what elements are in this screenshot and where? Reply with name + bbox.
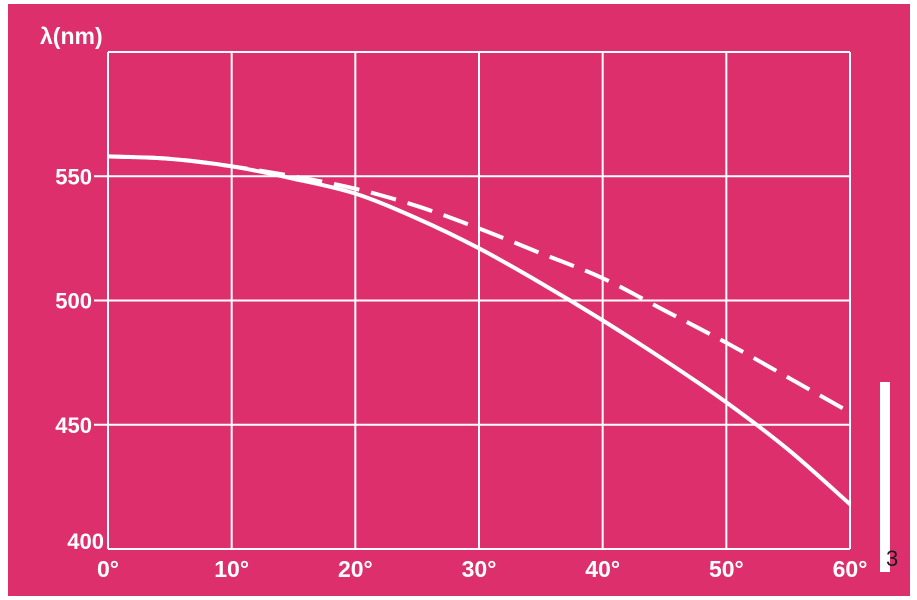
chart-panel: 0° 10° 20° 30° 40° 50° 60° 400 450 500 550 λ(nm): [8, 4, 910, 596]
dashed-series-line: [107, 154, 851, 415]
line-chart: 0° 10° 20° 30° 40° 50° 60° 400 450 500 550 λ(nm): [8, 4, 910, 596]
tick-labels: 0° 10° 20° 30° 40° 50° 60° 400 450 500 550: [55, 164, 867, 582]
y-tick-label: 400: [67, 529, 104, 554]
y-tick-label: 550: [55, 164, 92, 189]
x-tick-label: 10°: [214, 556, 249, 582]
x-tick-label: 30°: [462, 556, 497, 582]
series-group: [107, 154, 852, 506]
side-marker-bar: [880, 382, 890, 572]
x-tick-label: 40°: [585, 556, 620, 582]
side-figure-number: 3: [886, 546, 899, 571]
x-tick-label: 0°: [97, 556, 119, 582]
x-tick-label: 50°: [709, 556, 744, 582]
x-tick-label: 60°: [833, 556, 868, 582]
y-axis-label: λ(nm): [40, 23, 103, 49]
x-tick-label: 20°: [338, 556, 373, 582]
grid: [94, 51, 851, 550]
y-tick-label: 450: [55, 413, 92, 438]
y-tick-label: 500: [55, 289, 92, 314]
